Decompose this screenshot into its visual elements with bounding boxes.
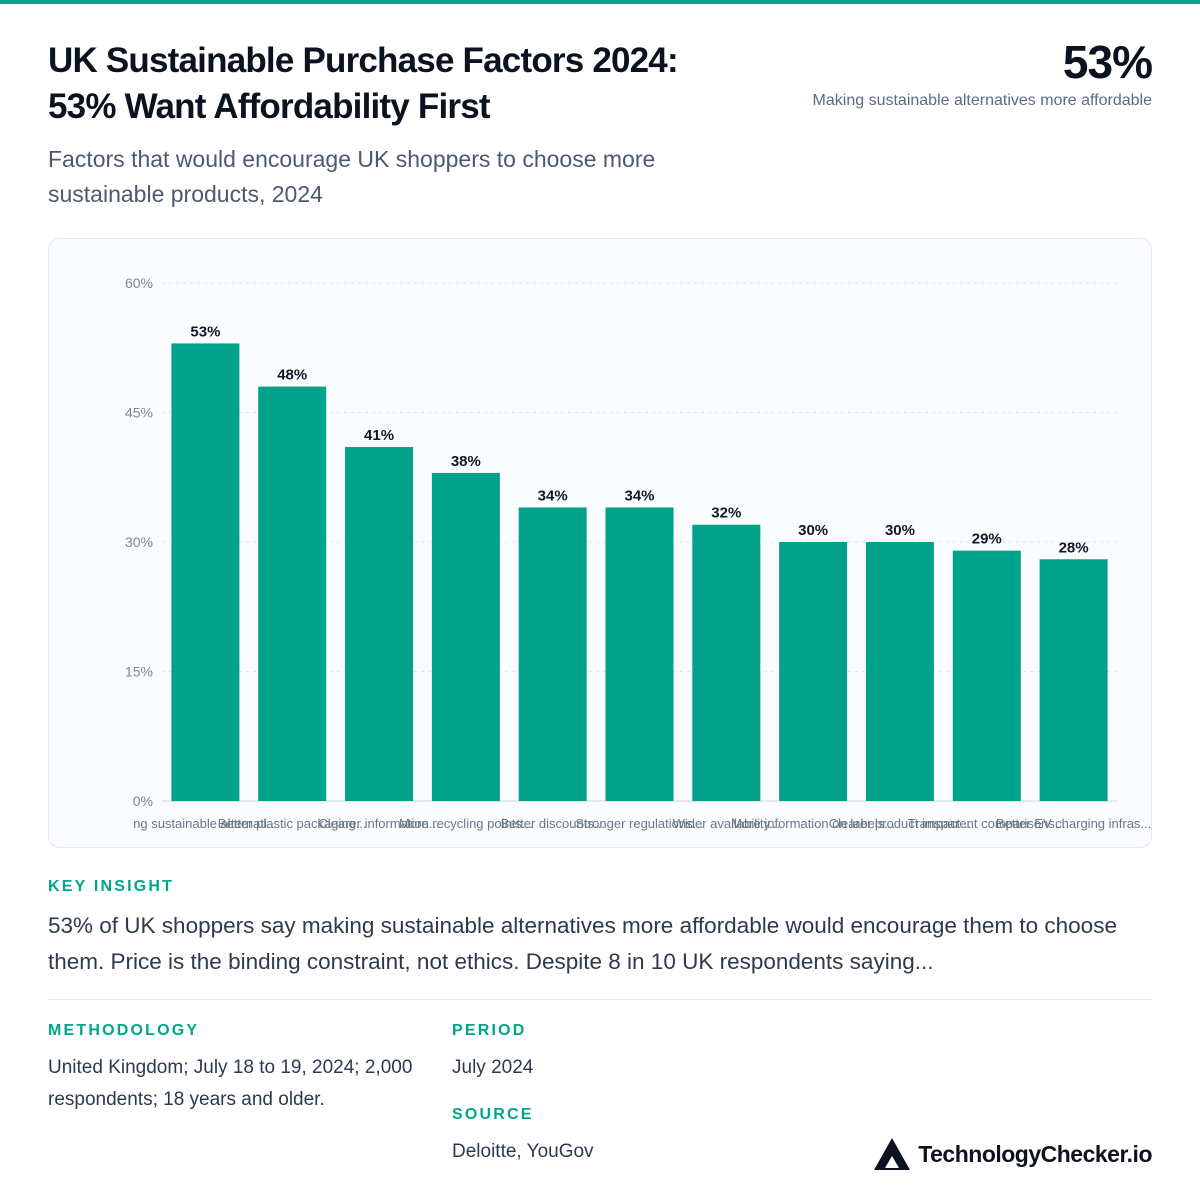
x-tick-label: Better EV charging infras...	[996, 816, 1151, 831]
bar	[345, 447, 414, 801]
bar	[865, 542, 934, 801]
bar-chart: 0% 15% 30% 45% 60% 53% 48% 41% 38% 34% 34% 32% 30% 30…	[125, 275, 1151, 831]
bar-value-label: 30%	[885, 522, 915, 539]
y-tick-label: 60%	[125, 275, 153, 291]
divider	[48, 999, 1152, 1000]
triangle-logo-icon	[874, 1138, 911, 1170]
period-text: July 2024	[452, 1057, 534, 1078]
bar	[518, 507, 587, 801]
x-tick-label: More recycling points...	[399, 816, 533, 831]
kpi-label: Making sustainable alternatives more aff…	[812, 92, 1152, 109]
brand-name: TechnologyChecker.io	[918, 1140, 1152, 1167]
x-tick-label: Clearer product impact...	[829, 816, 971, 831]
bar	[1039, 559, 1108, 801]
chart-card: 0% 15% 30% 45% 60% 53% 48% 41% 38% 34% 34% 32% 30% 30…	[48, 238, 1152, 848]
bar-value-label: 29%	[972, 531, 1002, 548]
bar	[605, 507, 674, 801]
brand[interactable]: TechnologyChecker.io	[874, 1134, 1152, 1174]
bar	[431, 472, 500, 801]
x-tick-label: Stronger regulations...	[576, 816, 704, 831]
x-tick-label: Better discounts...	[501, 816, 605, 831]
y-tick-label: 0%	[133, 793, 153, 809]
bar-value-label: 32%	[711, 505, 741, 522]
x-tick-label: Transparent comparisons...	[908, 816, 1066, 831]
bar-value-label: 41%	[364, 427, 394, 444]
x-tick-label: More information on labels...	[731, 816, 895, 831]
source-label: SOURCE	[452, 1106, 534, 1123]
bar-value-label: 34%	[624, 487, 654, 504]
source-text: Deloitte, YouGov	[452, 1141, 594, 1162]
methodology-text: United Kingdom; July 18 to 19, 2024; 2,0…	[48, 1057, 413, 1110]
y-tick-label: 45%	[125, 405, 153, 421]
key-insight-text: 53% of UK shoppers say making sustainabl…	[48, 913, 1117, 974]
x-tick-label: ng sustainable alternati...	[133, 816, 278, 831]
bar-value-label: 38%	[451, 453, 481, 470]
key-insight-label: KEY INSIGHT	[48, 878, 175, 895]
bar	[258, 386, 327, 801]
bar-value-label: 48%	[277, 367, 307, 384]
y-tick-label: 30%	[125, 534, 153, 550]
x-tick-label: Clearer information...	[318, 816, 439, 831]
bar-value-label: 34%	[538, 487, 568, 504]
chart-subtitle: Factors that would encourage UK shoppers…	[48, 146, 656, 207]
accent-top-bar	[0, 0, 1200, 4]
kpi-value: 53%	[1062, 36, 1153, 88]
bar-value-label: 53%	[190, 323, 220, 340]
x-tick-label: Better plastic packaging...	[218, 816, 367, 831]
bar-value-label: 28%	[1059, 539, 1089, 556]
bar-value-label: 30%	[798, 522, 828, 539]
x-tick-label: Wider availability...	[673, 816, 780, 831]
bar	[692, 524, 761, 801]
y-tick-label: 15%	[125, 664, 153, 680]
period-label: PERIOD	[452, 1022, 527, 1039]
bar	[952, 550, 1021, 801]
bar	[779, 542, 848, 801]
bar	[171, 343, 240, 801]
chart-title: UK Sustainable Purchase Factors 2024: 53…	[48, 41, 679, 126]
methodology-label: METHODOLOGY	[48, 1022, 200, 1039]
kpi-block: 53% Making sustainable alternatives more…	[812, 36, 1153, 110]
